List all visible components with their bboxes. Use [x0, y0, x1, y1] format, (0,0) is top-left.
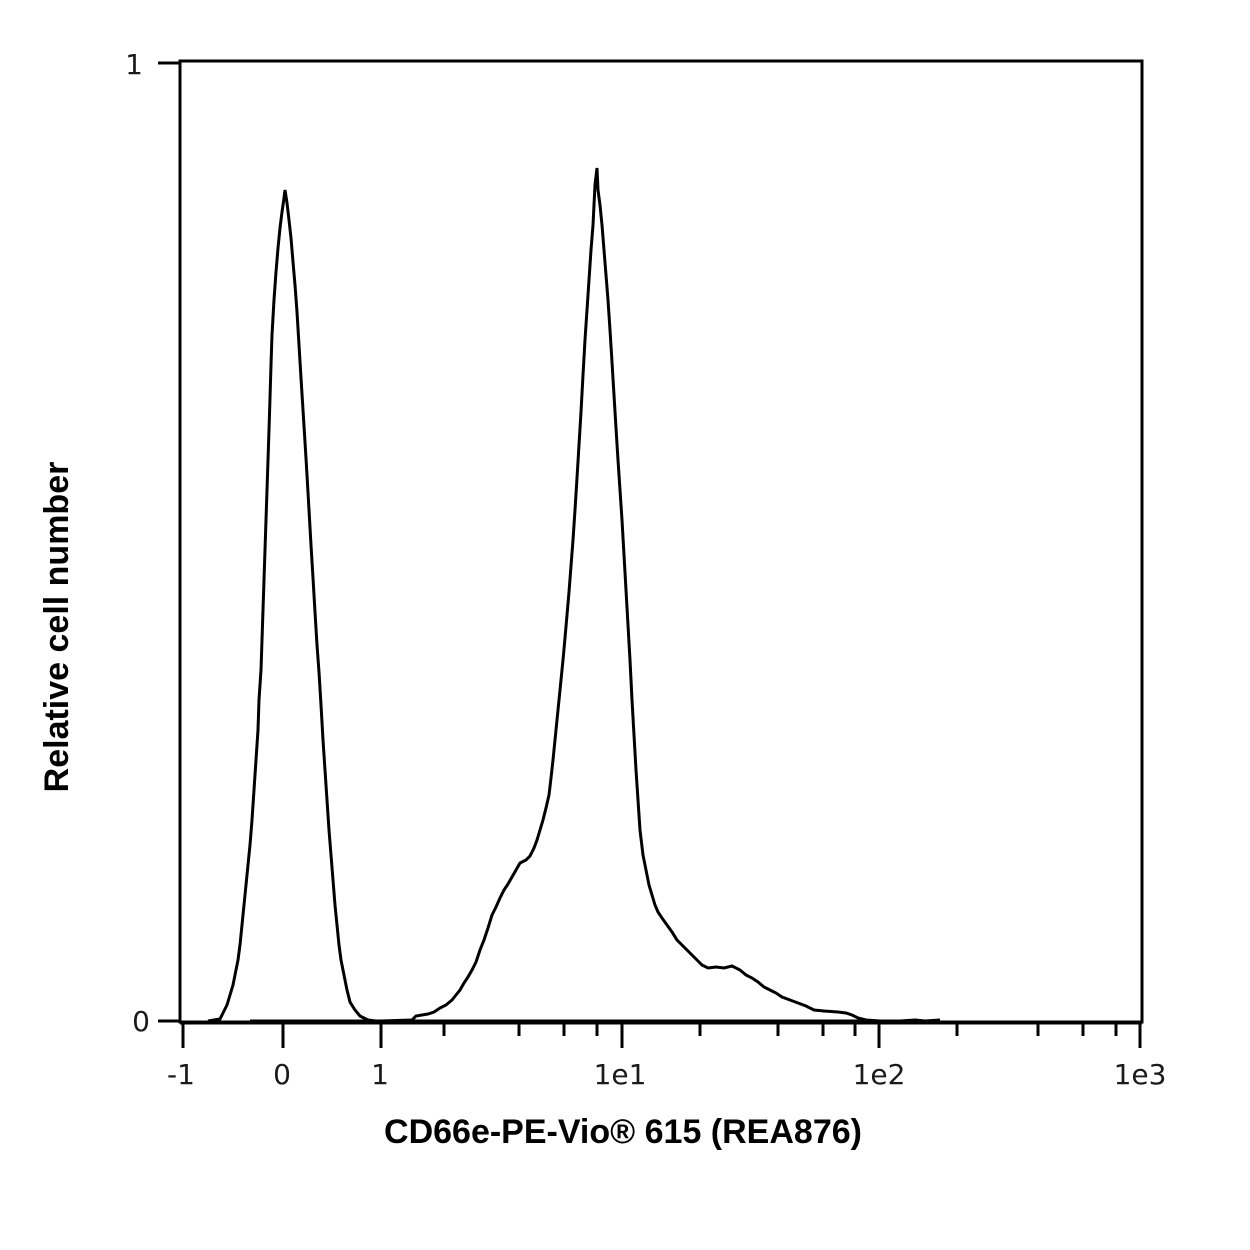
x-axis: -1 0 1 1e1 1e2 1e3: [167, 1021, 1167, 1091]
y-tick-label-bottom: 0: [132, 1005, 150, 1038]
x-tick-label-neg1: -1: [167, 1058, 195, 1091]
x-tick-label-1: 1: [371, 1058, 389, 1091]
y-axis-title: Relative cell number: [38, 462, 76, 793]
x-minor-ticks: [442, 1023, 1118, 1036]
x-major-ticks: [181, 1023, 1142, 1048]
plot-frame: [178, 59, 1144, 1024]
y-tick-label-top: 1: [125, 48, 143, 81]
x-tick-label-1e1: 1e1: [594, 1058, 647, 1091]
stained-histogram-curve: [379, 167, 941, 1023]
x-axis-title: CD66e-PE-Vio® 615 (REA876): [384, 1113, 862, 1151]
y-axis: 1 0: [125, 48, 180, 1038]
x-tick-label-0: 0: [273, 1058, 291, 1091]
x-tick-label-1e3: 1e3: [1114, 1058, 1167, 1091]
x-tick-label-1e2: 1e2: [853, 1058, 906, 1091]
control-histogram-curve: [207, 189, 377, 1023]
